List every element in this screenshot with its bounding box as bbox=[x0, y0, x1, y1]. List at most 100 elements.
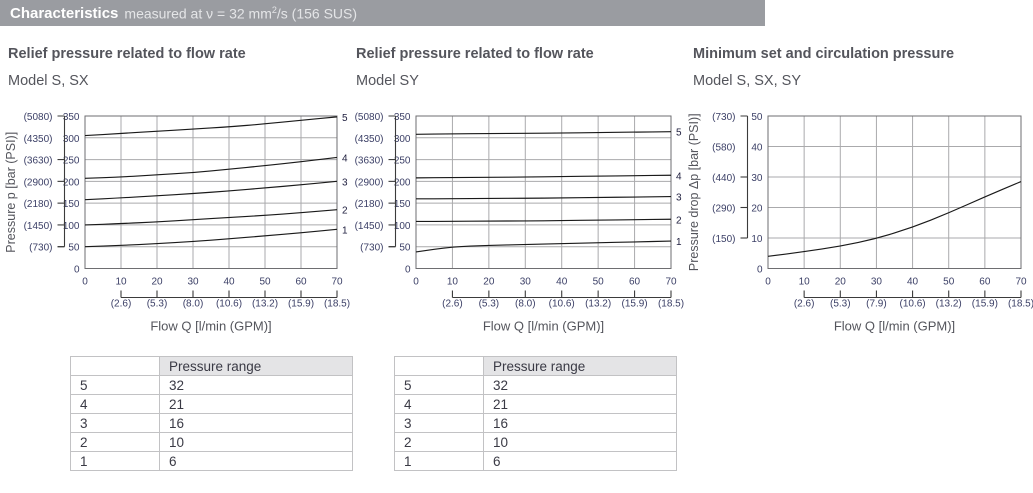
svg-text:0: 0 bbox=[405, 265, 411, 276]
svg-text:20: 20 bbox=[751, 204, 763, 215]
svg-text:(15.9): (15.9) bbox=[622, 299, 648, 310]
svg-text:70: 70 bbox=[331, 277, 343, 288]
svg-text:2: 2 bbox=[676, 215, 682, 226]
svg-text:50: 50 bbox=[259, 277, 271, 288]
svg-text:4: 4 bbox=[342, 153, 348, 164]
svg-text:200: 200 bbox=[394, 177, 411, 188]
svg-text:(290): (290) bbox=[712, 204, 735, 215]
svg-text:60: 60 bbox=[629, 277, 641, 288]
svg-text:10: 10 bbox=[115, 277, 127, 288]
svg-text:5: 5 bbox=[342, 113, 348, 124]
svg-text:150: 150 bbox=[63, 199, 80, 210]
svg-text:(10.6): (10.6) bbox=[900, 299, 926, 310]
svg-text:(8.0): (8.0) bbox=[183, 299, 204, 310]
svg-text:250: 250 bbox=[394, 156, 411, 167]
svg-text:1: 1 bbox=[676, 237, 682, 248]
svg-text:(730): (730) bbox=[29, 243, 52, 254]
svg-text:2: 2 bbox=[342, 206, 348, 217]
svg-text:(15.9): (15.9) bbox=[972, 299, 998, 310]
svg-text:Pressure p [bar (PSI)]: Pressure p [bar (PSI)] bbox=[4, 132, 18, 253]
svg-text:(5.3): (5.3) bbox=[147, 299, 168, 310]
svg-text:50: 50 bbox=[593, 277, 605, 288]
svg-text:150: 150 bbox=[394, 199, 411, 210]
svg-text:(7.9): (7.9) bbox=[866, 299, 887, 310]
svg-text:40: 40 bbox=[907, 277, 919, 288]
svg-text:(1450): (1450) bbox=[24, 221, 53, 232]
svg-text:40: 40 bbox=[751, 143, 763, 154]
svg-text:(10.6): (10.6) bbox=[549, 299, 575, 310]
svg-text:20: 20 bbox=[151, 277, 163, 288]
svg-text:50: 50 bbox=[68, 243, 80, 254]
svg-text:5: 5 bbox=[676, 128, 682, 139]
svg-text:(15.9): (15.9) bbox=[288, 299, 314, 310]
svg-text:(730): (730) bbox=[712, 112, 735, 123]
svg-text:(730): (730) bbox=[360, 243, 383, 254]
svg-text:(8.0): (8.0) bbox=[515, 299, 536, 310]
svg-text:200: 200 bbox=[63, 177, 80, 188]
svg-text:3: 3 bbox=[342, 177, 348, 188]
svg-text:(5080): (5080) bbox=[24, 112, 53, 123]
svg-text:350: 350 bbox=[63, 112, 80, 123]
svg-text:20: 20 bbox=[483, 277, 495, 288]
svg-text:100: 100 bbox=[63, 221, 80, 232]
svg-text:4: 4 bbox=[676, 171, 682, 182]
svg-text:(2180): (2180) bbox=[24, 199, 53, 210]
svg-text:0: 0 bbox=[74, 265, 80, 276]
svg-text:10: 10 bbox=[751, 234, 763, 245]
svg-text:(4350): (4350) bbox=[24, 134, 53, 145]
svg-text:30: 30 bbox=[187, 277, 199, 288]
svg-text:(150): (150) bbox=[712, 234, 735, 245]
svg-text:Pressure drop Δp [bar (PSI)]: Pressure drop Δp [bar (PSI)] bbox=[687, 113, 701, 271]
svg-text:20: 20 bbox=[835, 277, 847, 288]
svg-text:60: 60 bbox=[979, 277, 991, 288]
svg-text:(2180): (2180) bbox=[355, 199, 384, 210]
svg-text:(580): (580) bbox=[712, 143, 735, 154]
svg-text:(2.6): (2.6) bbox=[111, 299, 132, 310]
svg-text:0: 0 bbox=[757, 265, 763, 276]
svg-text:10: 10 bbox=[799, 277, 811, 288]
svg-text:Flow Q [l/min (GPM)]: Flow Q [l/min (GPM)] bbox=[150, 319, 271, 334]
svg-text:Flow Q [l/min (GPM)]: Flow Q [l/min (GPM)] bbox=[483, 319, 604, 334]
svg-text:(440): (440) bbox=[712, 173, 735, 184]
svg-text:30: 30 bbox=[871, 277, 883, 288]
svg-text:300: 300 bbox=[394, 134, 411, 145]
svg-text:(13.2): (13.2) bbox=[585, 299, 611, 310]
svg-text:(4350): (4350) bbox=[355, 134, 384, 145]
svg-text:30: 30 bbox=[520, 277, 532, 288]
svg-text:100: 100 bbox=[394, 221, 411, 232]
svg-text:50: 50 bbox=[751, 112, 763, 123]
svg-text:(1450): (1450) bbox=[355, 221, 384, 232]
svg-text:250: 250 bbox=[63, 156, 80, 167]
svg-text:0: 0 bbox=[765, 277, 771, 288]
svg-text:30: 30 bbox=[751, 173, 763, 184]
svg-text:40: 40 bbox=[556, 277, 568, 288]
svg-text:0: 0 bbox=[82, 277, 88, 288]
svg-text:(3630): (3630) bbox=[355, 156, 384, 167]
svg-text:(5080): (5080) bbox=[355, 112, 384, 123]
svg-text:(18.5): (18.5) bbox=[1008, 299, 1033, 310]
svg-text:(3630): (3630) bbox=[24, 156, 53, 167]
svg-text:(10.6): (10.6) bbox=[216, 299, 242, 310]
svg-text:0: 0 bbox=[413, 277, 419, 288]
svg-text:350: 350 bbox=[394, 112, 411, 123]
svg-text:70: 70 bbox=[665, 277, 677, 288]
svg-text:(2900): (2900) bbox=[24, 177, 53, 188]
svg-text:70: 70 bbox=[1015, 277, 1027, 288]
svg-text:10: 10 bbox=[447, 277, 459, 288]
svg-text:40: 40 bbox=[223, 277, 235, 288]
svg-text:50: 50 bbox=[399, 243, 411, 254]
svg-text:(2.6): (2.6) bbox=[794, 299, 815, 310]
svg-text:(5.3): (5.3) bbox=[479, 299, 500, 310]
svg-text:60: 60 bbox=[295, 277, 307, 288]
svg-text:3: 3 bbox=[676, 193, 682, 204]
svg-text:(18.5): (18.5) bbox=[324, 299, 350, 310]
svg-text:300: 300 bbox=[63, 134, 80, 145]
svg-text:(2900): (2900) bbox=[355, 177, 384, 188]
svg-text:(2.6): (2.6) bbox=[442, 299, 463, 310]
svg-text:1: 1 bbox=[342, 225, 348, 236]
svg-text:Flow Q [l/min (GPM)]: Flow Q [l/min (GPM)] bbox=[834, 319, 955, 334]
svg-text:(5.3): (5.3) bbox=[830, 299, 851, 310]
svg-text:(13.2): (13.2) bbox=[936, 299, 962, 310]
svg-text:50: 50 bbox=[943, 277, 955, 288]
svg-text:(13.2): (13.2) bbox=[252, 299, 278, 310]
